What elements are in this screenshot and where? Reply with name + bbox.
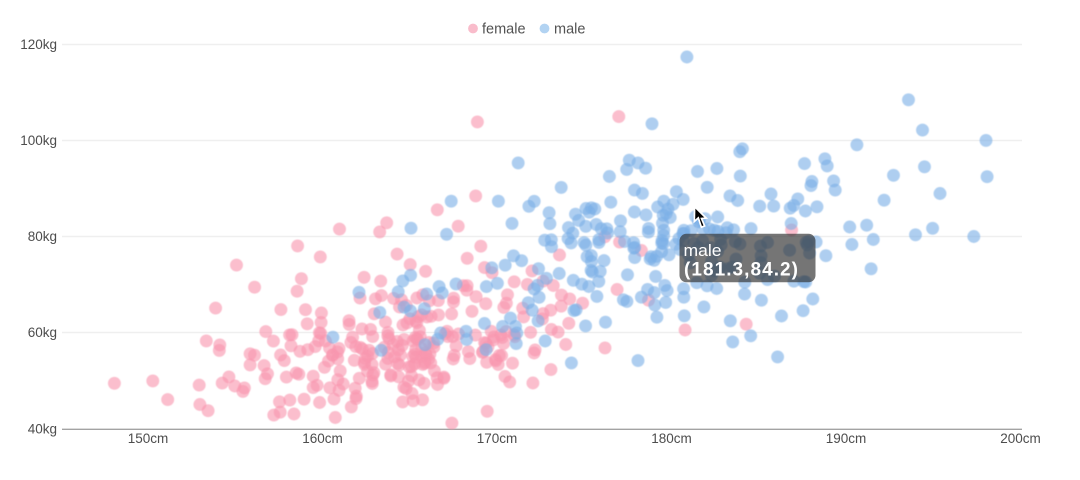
svg-text:150cm: 150cm [128,431,169,446]
svg-text:male: male [684,242,722,260]
svg-text:190cm: 190cm [826,431,867,446]
svg-text:120kg: 120kg [20,37,57,52]
svg-text:160cm: 160cm [302,431,343,446]
svg-text:40kg: 40kg [28,422,57,437]
svg-text:male: male [554,22,585,38]
svg-text:female: female [482,22,526,38]
svg-text:80kg: 80kg [28,229,57,244]
svg-text:200cm: 200cm [1000,431,1041,446]
svg-text:(181.3,84.2): (181.3,84.2) [684,259,798,280]
svg-text:180cm: 180cm [651,431,692,446]
svg-text:170cm: 170cm [477,431,518,446]
svg-text:100kg: 100kg [20,133,57,148]
svg-text:60kg: 60kg [28,325,57,340]
